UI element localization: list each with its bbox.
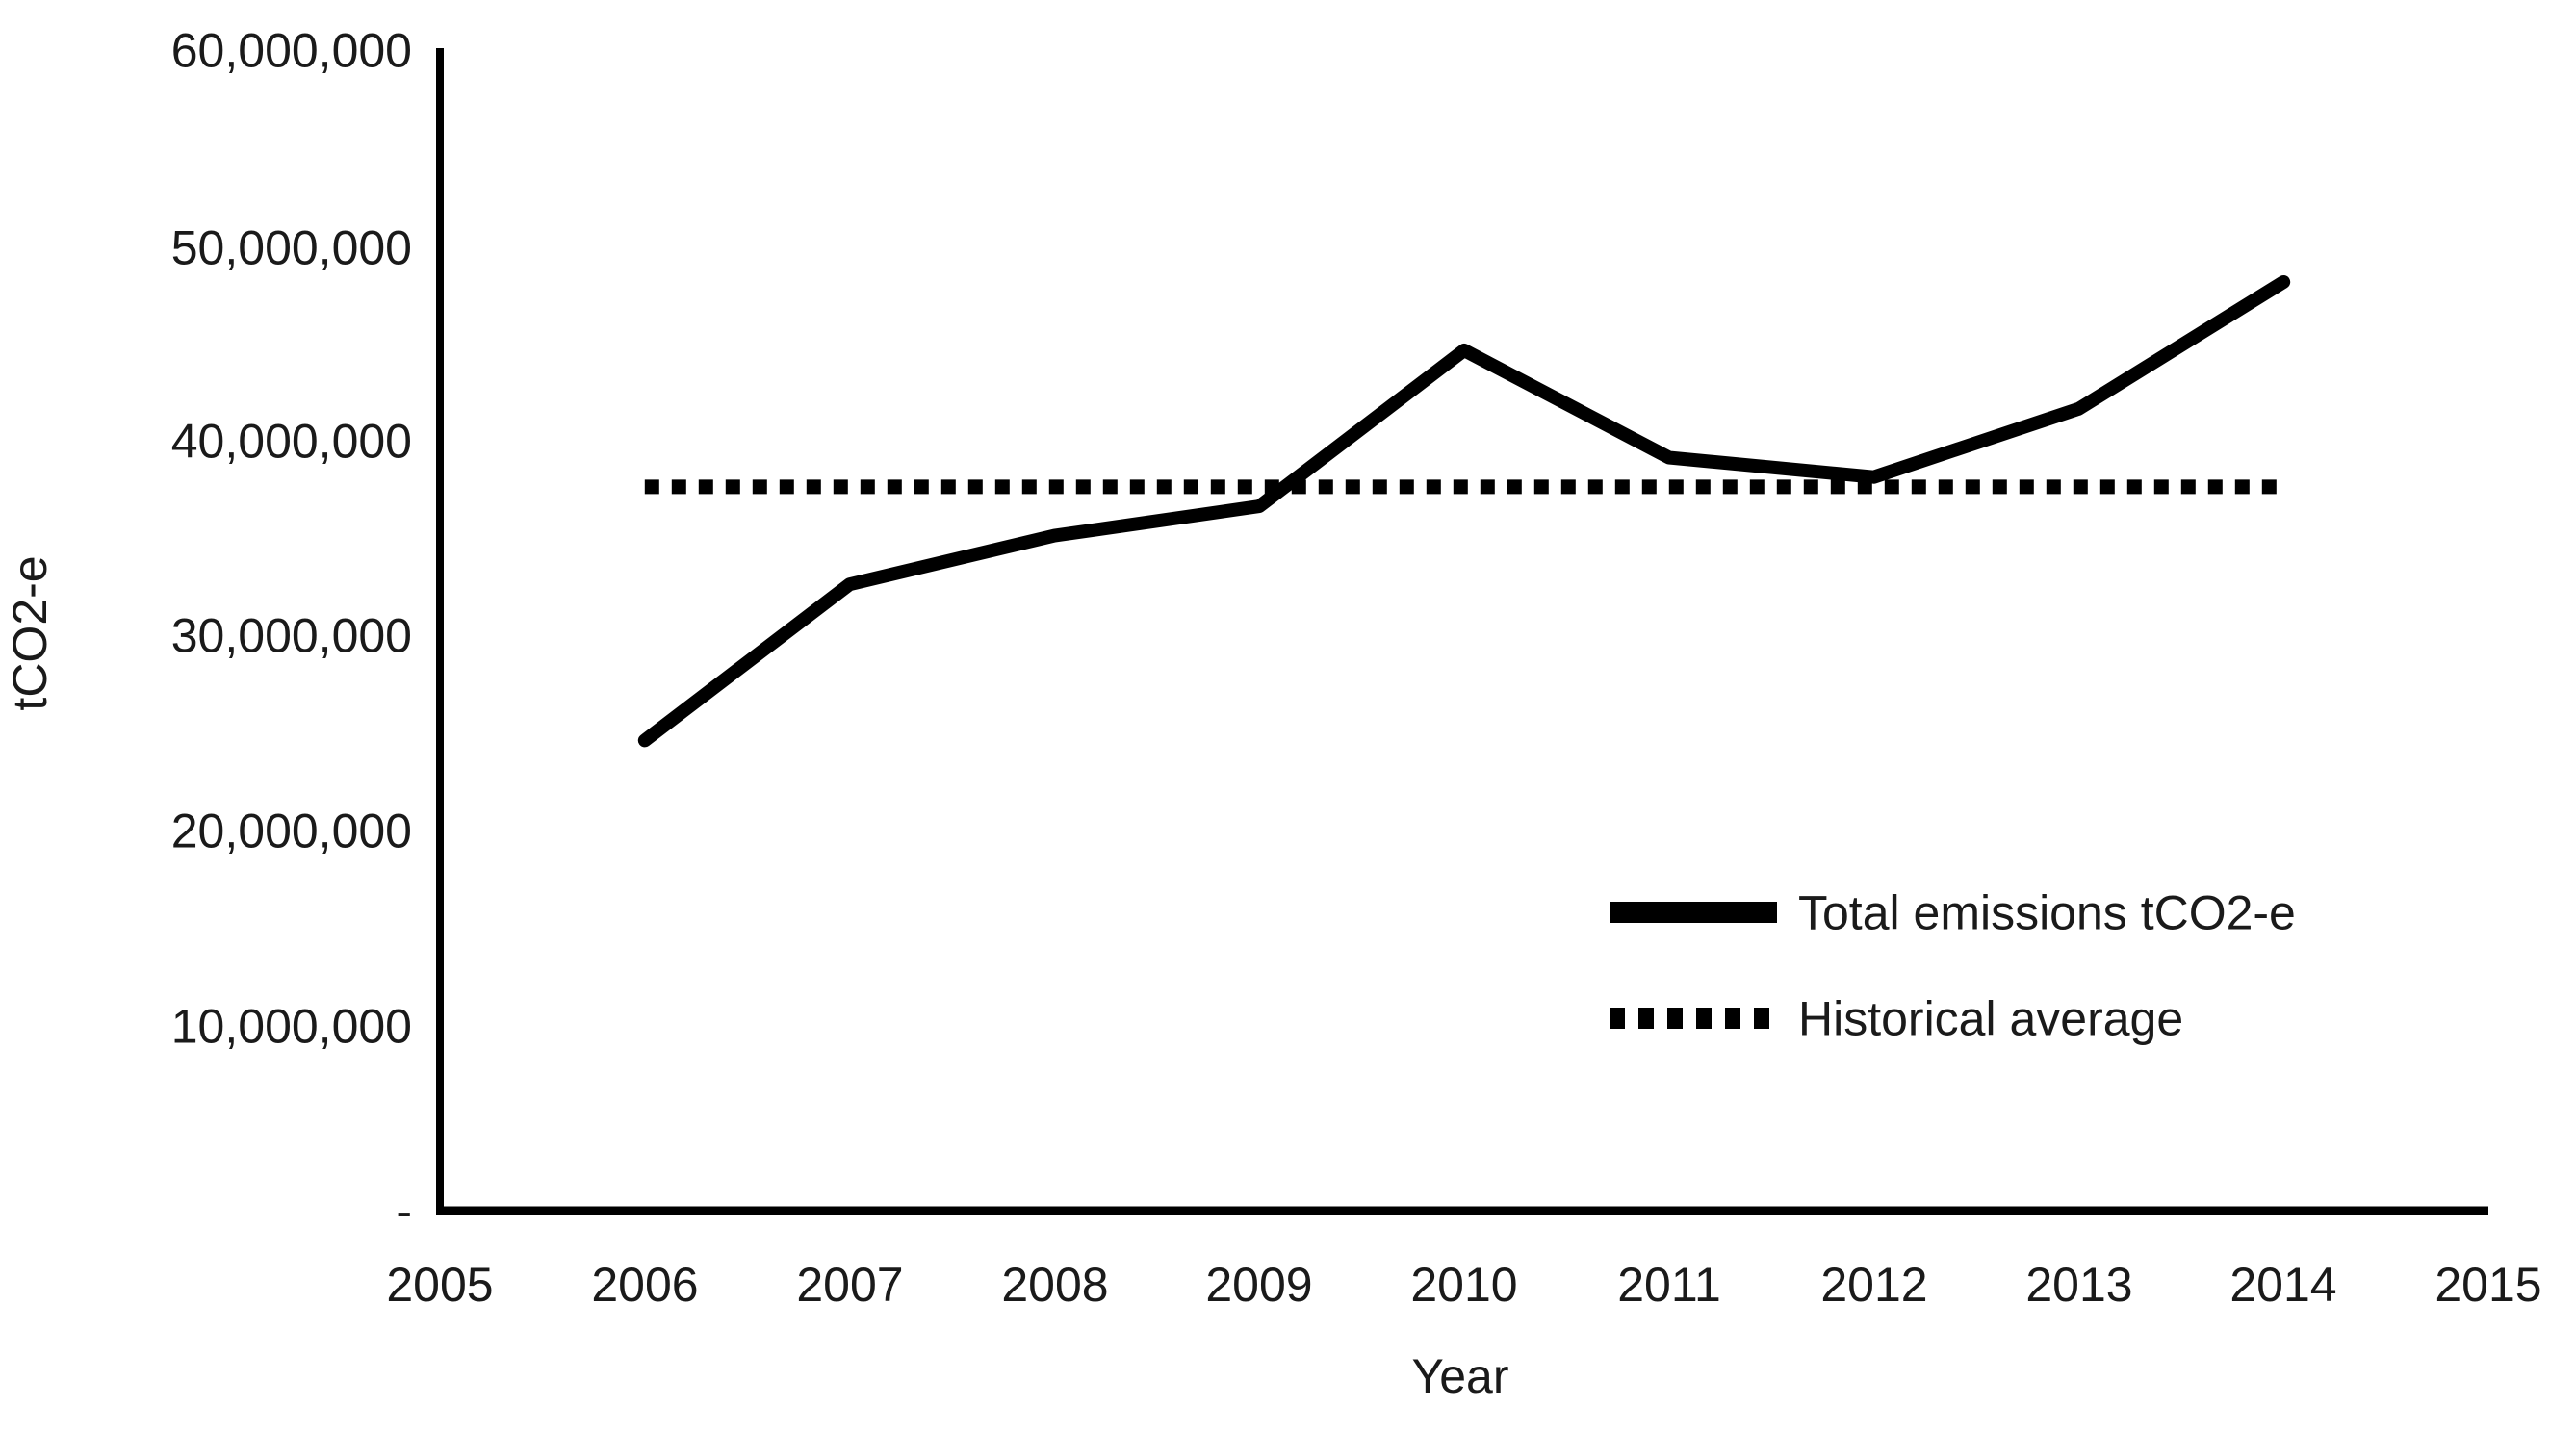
x-tick-label: 2008 — [1001, 1258, 1108, 1312]
x-tick-label: 2012 — [1820, 1258, 1927, 1312]
legend-label-historical-average: Historical average — [1798, 992, 2183, 1046]
x-tick-label: 2009 — [1205, 1258, 1312, 1312]
y-tick-label: 40,000,000 — [171, 415, 412, 469]
legend-label-total-emissions: Total emissions tCO2-e — [1798, 886, 2296, 940]
total-emissions-line — [637, 275, 2291, 748]
y-tick-label: 50,000,000 — [171, 221, 412, 275]
x-axis-title: Year — [1411, 1349, 1508, 1403]
x-tick-label: 2007 — [796, 1258, 903, 1312]
x-tick-label: 2010 — [1410, 1258, 1517, 1312]
y-tick-label-zero: - — [396, 1185, 412, 1239]
x-tick-label: 2014 — [2229, 1258, 2336, 1312]
y-tick-label: 20,000,000 — [171, 805, 412, 858]
y-tick-label: 10,000,000 — [171, 1000, 412, 1054]
x-tick-label: 2006 — [591, 1258, 698, 1312]
x-tick-label: 2011 — [1617, 1258, 1721, 1312]
x-tick-label: 2015 — [2434, 1258, 2541, 1312]
y-tick-label: 60,000,000 — [171, 24, 412, 78]
x-tick-label: 2005 — [386, 1258, 493, 1312]
x-tick-label: 2013 — [2025, 1258, 2132, 1312]
y-tick-label: 30,000,000 — [171, 609, 412, 663]
y-axis-title: tCO2-e — [3, 555, 57, 710]
legend: Total emissions tCO2-e Historical averag… — [1610, 886, 2296, 1046]
